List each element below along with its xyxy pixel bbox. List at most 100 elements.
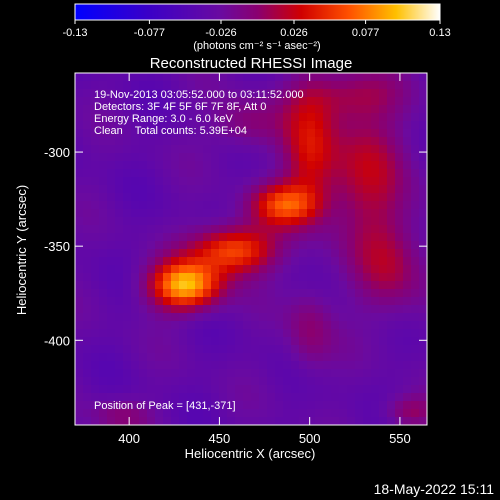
heatmap-cell	[267, 249, 276, 258]
heatmap-cell	[187, 409, 196, 418]
heatmap-cell	[403, 377, 412, 386]
heatmap-cell	[395, 417, 404, 425]
heatmap-cell	[187, 225, 196, 234]
heatmap-cell	[107, 265, 116, 274]
heatmap-cell	[291, 305, 300, 314]
heatmap-cell	[395, 321, 404, 330]
heatmap-cell	[115, 305, 124, 314]
heatmap-cell	[235, 129, 244, 138]
heatmap-cell	[331, 249, 340, 258]
heatmap-cell	[155, 121, 164, 130]
heatmap-cell	[331, 281, 340, 290]
heatmap-cell	[331, 89, 340, 98]
heatmap-cell	[179, 273, 188, 282]
heatmap-cell	[75, 417, 84, 425]
heatmap-cell	[211, 401, 220, 410]
heatmap-cell	[267, 281, 276, 290]
heatmap-cell	[315, 369, 324, 378]
heatmap-cell	[307, 257, 316, 266]
heatmap-cell	[355, 73, 364, 82]
heatmap-cell	[331, 161, 340, 170]
heatmap-cell	[99, 233, 108, 242]
heatmap-cell	[227, 385, 236, 394]
heatmap-cell	[243, 401, 252, 410]
heatmap-cell	[227, 121, 236, 130]
heatmap-cell	[227, 321, 236, 330]
heatmap-cell	[131, 177, 140, 186]
heatmap-cell	[323, 329, 332, 338]
heatmap-cell	[299, 249, 308, 258]
heatmap-cell	[355, 297, 364, 306]
heatmap-cell	[315, 377, 324, 386]
heatmap-cell	[115, 289, 124, 298]
heatmap-cell	[147, 393, 156, 402]
heatmap-cell	[211, 97, 220, 106]
heatmap-cell	[331, 193, 340, 202]
heatmap-cell	[299, 177, 308, 186]
heatmap-cell	[371, 361, 380, 370]
heatmap-cell	[275, 73, 284, 82]
heatmap-cell	[267, 337, 276, 346]
heatmap-cell	[155, 289, 164, 298]
heatmap-cell	[307, 377, 316, 386]
heatmap-cell	[315, 361, 324, 370]
x-tick-label: 550	[389, 431, 411, 446]
heatmap-cell	[363, 217, 372, 226]
plot-frame	[74, 72, 428, 426]
heatmap-cell	[83, 105, 92, 114]
heatmap-cell	[323, 177, 332, 186]
heatmap-cell	[411, 321, 420, 330]
heatmap-cell	[347, 121, 356, 130]
heatmap-cell	[243, 313, 252, 322]
heatmap-cell	[387, 201, 396, 210]
heatmap-cell	[203, 121, 212, 130]
heatmap-cell	[187, 209, 196, 218]
heatmap-cell	[323, 73, 332, 82]
heatmap-cell	[331, 201, 340, 210]
heatmap-cell	[179, 209, 188, 218]
heatmap-cell	[131, 137, 140, 146]
heatmap-cell	[243, 73, 252, 82]
heatmap-cell	[179, 345, 188, 354]
heatmap-cell	[259, 417, 268, 425]
heatmap-cell	[363, 385, 372, 394]
heatmap-cell	[155, 201, 164, 210]
heatmap-cell	[411, 417, 420, 425]
heatmap-cell	[315, 281, 324, 290]
heatmap-cell	[115, 345, 124, 354]
heatmap-cell	[179, 361, 188, 370]
heatmap-cell	[363, 105, 372, 114]
heatmap-cell	[75, 409, 84, 418]
heatmap-cell	[371, 313, 380, 322]
heatmap-cell	[307, 233, 316, 242]
heatmap-cell	[187, 121, 196, 130]
heatmap-cell	[299, 161, 308, 170]
heatmap-cell	[179, 265, 188, 274]
heatmap-cell	[235, 409, 244, 418]
chart-title: Reconstructed RHESSI Image	[150, 55, 353, 72]
heatmap-cell	[251, 233, 260, 242]
heatmap-cell	[163, 249, 172, 258]
y-axis-label: Heliocentric Y (arcsec)	[14, 185, 29, 315]
heatmap-cell	[291, 273, 300, 282]
heatmap-cell	[411, 73, 420, 82]
heatmap-cell	[379, 273, 388, 282]
heatmap-cell	[395, 297, 404, 306]
heatmap-cell	[179, 185, 188, 194]
heatmap-cell	[235, 321, 244, 330]
heatmap-cell	[323, 89, 332, 98]
heatmap-cell	[187, 273, 196, 282]
heatmap-cell	[267, 81, 276, 90]
heatmap-cell	[107, 393, 116, 402]
heatmap-cell	[99, 385, 108, 394]
heatmap-cell	[123, 217, 132, 226]
heatmap-cell	[251, 217, 260, 226]
heatmap-cell	[131, 369, 140, 378]
heatmap-cell	[315, 393, 324, 402]
heatmap-cell	[299, 89, 308, 98]
heatmap-cell	[379, 193, 388, 202]
heatmap-cell	[235, 241, 244, 250]
heatmap-cell	[99, 81, 108, 90]
heatmap-cell	[83, 265, 92, 274]
heatmap-cell	[187, 321, 196, 330]
